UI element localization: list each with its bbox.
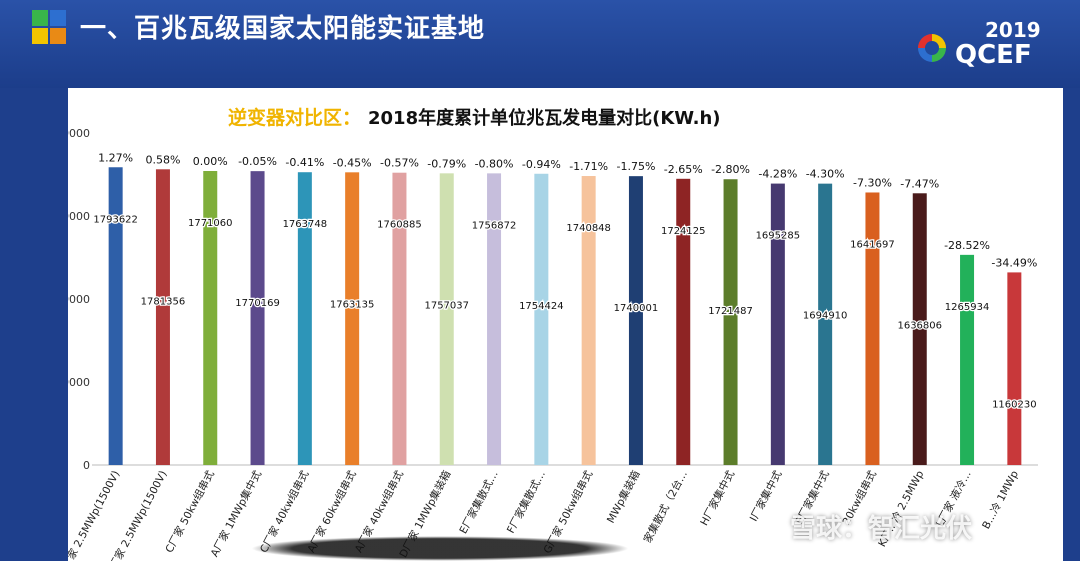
pct-label: -2.65% (664, 163, 703, 176)
bar-17 (865, 192, 880, 465)
pct-label: -0.80% (475, 157, 514, 170)
bar-11 (581, 176, 596, 465)
y-tick-label: 500000 (68, 376, 90, 389)
y-tick-label: 1500000 (68, 210, 90, 223)
x-category-label: F厂家集散式… (504, 468, 548, 535)
x-category-label: I厂家集中式 (747, 468, 785, 524)
value-label: 1756872 (472, 220, 517, 231)
x-category-label: A厂家 2.5MWp(1500V) (68, 468, 122, 561)
bar-10 (534, 173, 549, 465)
value-label: 1724125 (661, 226, 706, 237)
value-label: 1641697 (850, 239, 895, 250)
pct-label: 0.00% (193, 155, 228, 168)
value-label: 1265934 (945, 302, 990, 313)
value-label: 1760885 (377, 220, 422, 231)
pct-label: -0.94% (522, 158, 561, 171)
chart-title-highlight: 逆变器对比区： (228, 106, 361, 129)
logo-squares-icon (32, 10, 66, 44)
bar-19 (960, 254, 975, 465)
pct-label: -1.71% (569, 160, 608, 173)
decorative-silhouette (250, 536, 630, 561)
pct-label: -4.30% (806, 168, 845, 181)
pct-label: -0.41% (285, 156, 324, 169)
x-category-label: B…冷 1MWp (979, 468, 1021, 531)
pct-label: -4.28% (758, 168, 797, 181)
watermark-text: 雪球：智汇光伏 (790, 514, 973, 544)
bar-13 (676, 178, 691, 465)
y-tick-label: 2000000 (68, 127, 90, 140)
value-label: 1763135 (330, 299, 375, 310)
pct-label: -0.05% (238, 155, 277, 168)
x-category-label: C厂家 50kw组串式 (163, 468, 218, 555)
bar-6 (345, 172, 360, 465)
x-category-label: 家集散式（2台… (641, 468, 690, 545)
x-category-label: MWp集装箱 (604, 468, 643, 525)
pct-label: -2.80% (711, 163, 750, 176)
value-label: 1160230 (992, 399, 1037, 410)
value-label: 1781356 (141, 296, 186, 307)
value-label: 1721487 (708, 306, 753, 317)
chart-panel: 逆变器对比区： 2018年度累计单位兆瓦发电量对比(KW.h) 0 500000 1… (68, 88, 1063, 561)
pct-label: -0.45% (333, 156, 372, 169)
bar-5 (297, 172, 312, 465)
y-tick-label: 1000000 (68, 293, 90, 306)
pct-label: -7.30% (853, 176, 892, 189)
bar-7 (392, 172, 407, 465)
bar-16 (818, 183, 833, 465)
pct-label: -34.49% (991, 256, 1037, 269)
pct-label: -0.57% (380, 157, 419, 170)
bar-chart: 逆变器对比区： 2018年度累计单位兆瓦发电量对比(KW.h) 0 500000 1… (68, 106, 1038, 561)
header-band (0, 0, 1080, 88)
value-label: 1793622 (93, 214, 138, 225)
brand-year: 2019 (985, 18, 1041, 42)
bar-18 (912, 193, 927, 465)
pct-label: -28.52% (944, 239, 990, 252)
value-label: 1771060 (188, 218, 233, 229)
value-label: 1770169 (235, 298, 280, 309)
bar-8 (439, 173, 454, 465)
value-label: 1757037 (424, 300, 469, 311)
value-label: 1695285 (756, 231, 801, 242)
bar-1 (108, 167, 123, 465)
value-label: 1763748 (283, 219, 328, 230)
chart-title: 2018年度累计单位兆瓦发电量对比(KW.h) (368, 107, 721, 129)
pct-label: -7.47% (900, 177, 939, 190)
pct-label: 1.27% (98, 151, 133, 164)
qcef-logo-icon (918, 34, 946, 62)
bar-20 (1007, 272, 1022, 465)
value-label: 1694910 (803, 311, 848, 322)
bar-4 (250, 171, 265, 465)
value-label: 1740001 (614, 303, 659, 314)
y-tick-label: 0 (83, 459, 90, 472)
bar-12 (628, 176, 643, 465)
pct-label: 0.58% (145, 153, 180, 166)
value-label: 1740848 (566, 223, 611, 234)
bar-14 (723, 179, 738, 465)
slide-title: 一、百兆瓦级国家太阳能实证基地 (80, 14, 486, 44)
value-label: 1754424 (519, 301, 564, 312)
brand-name: QCEF (955, 40, 1032, 70)
pct-label: -0.79% (427, 157, 466, 170)
bar-15 (770, 183, 785, 465)
bar-2 (155, 169, 170, 465)
value-label: 1636806 (897, 320, 942, 331)
pct-label: -1.75% (616, 160, 655, 173)
bar-9 (487, 173, 502, 465)
x-category-label: E厂家集散式… (457, 468, 501, 536)
x-category-label: H厂家集中式 (697, 468, 737, 528)
bar-3 (203, 171, 218, 466)
